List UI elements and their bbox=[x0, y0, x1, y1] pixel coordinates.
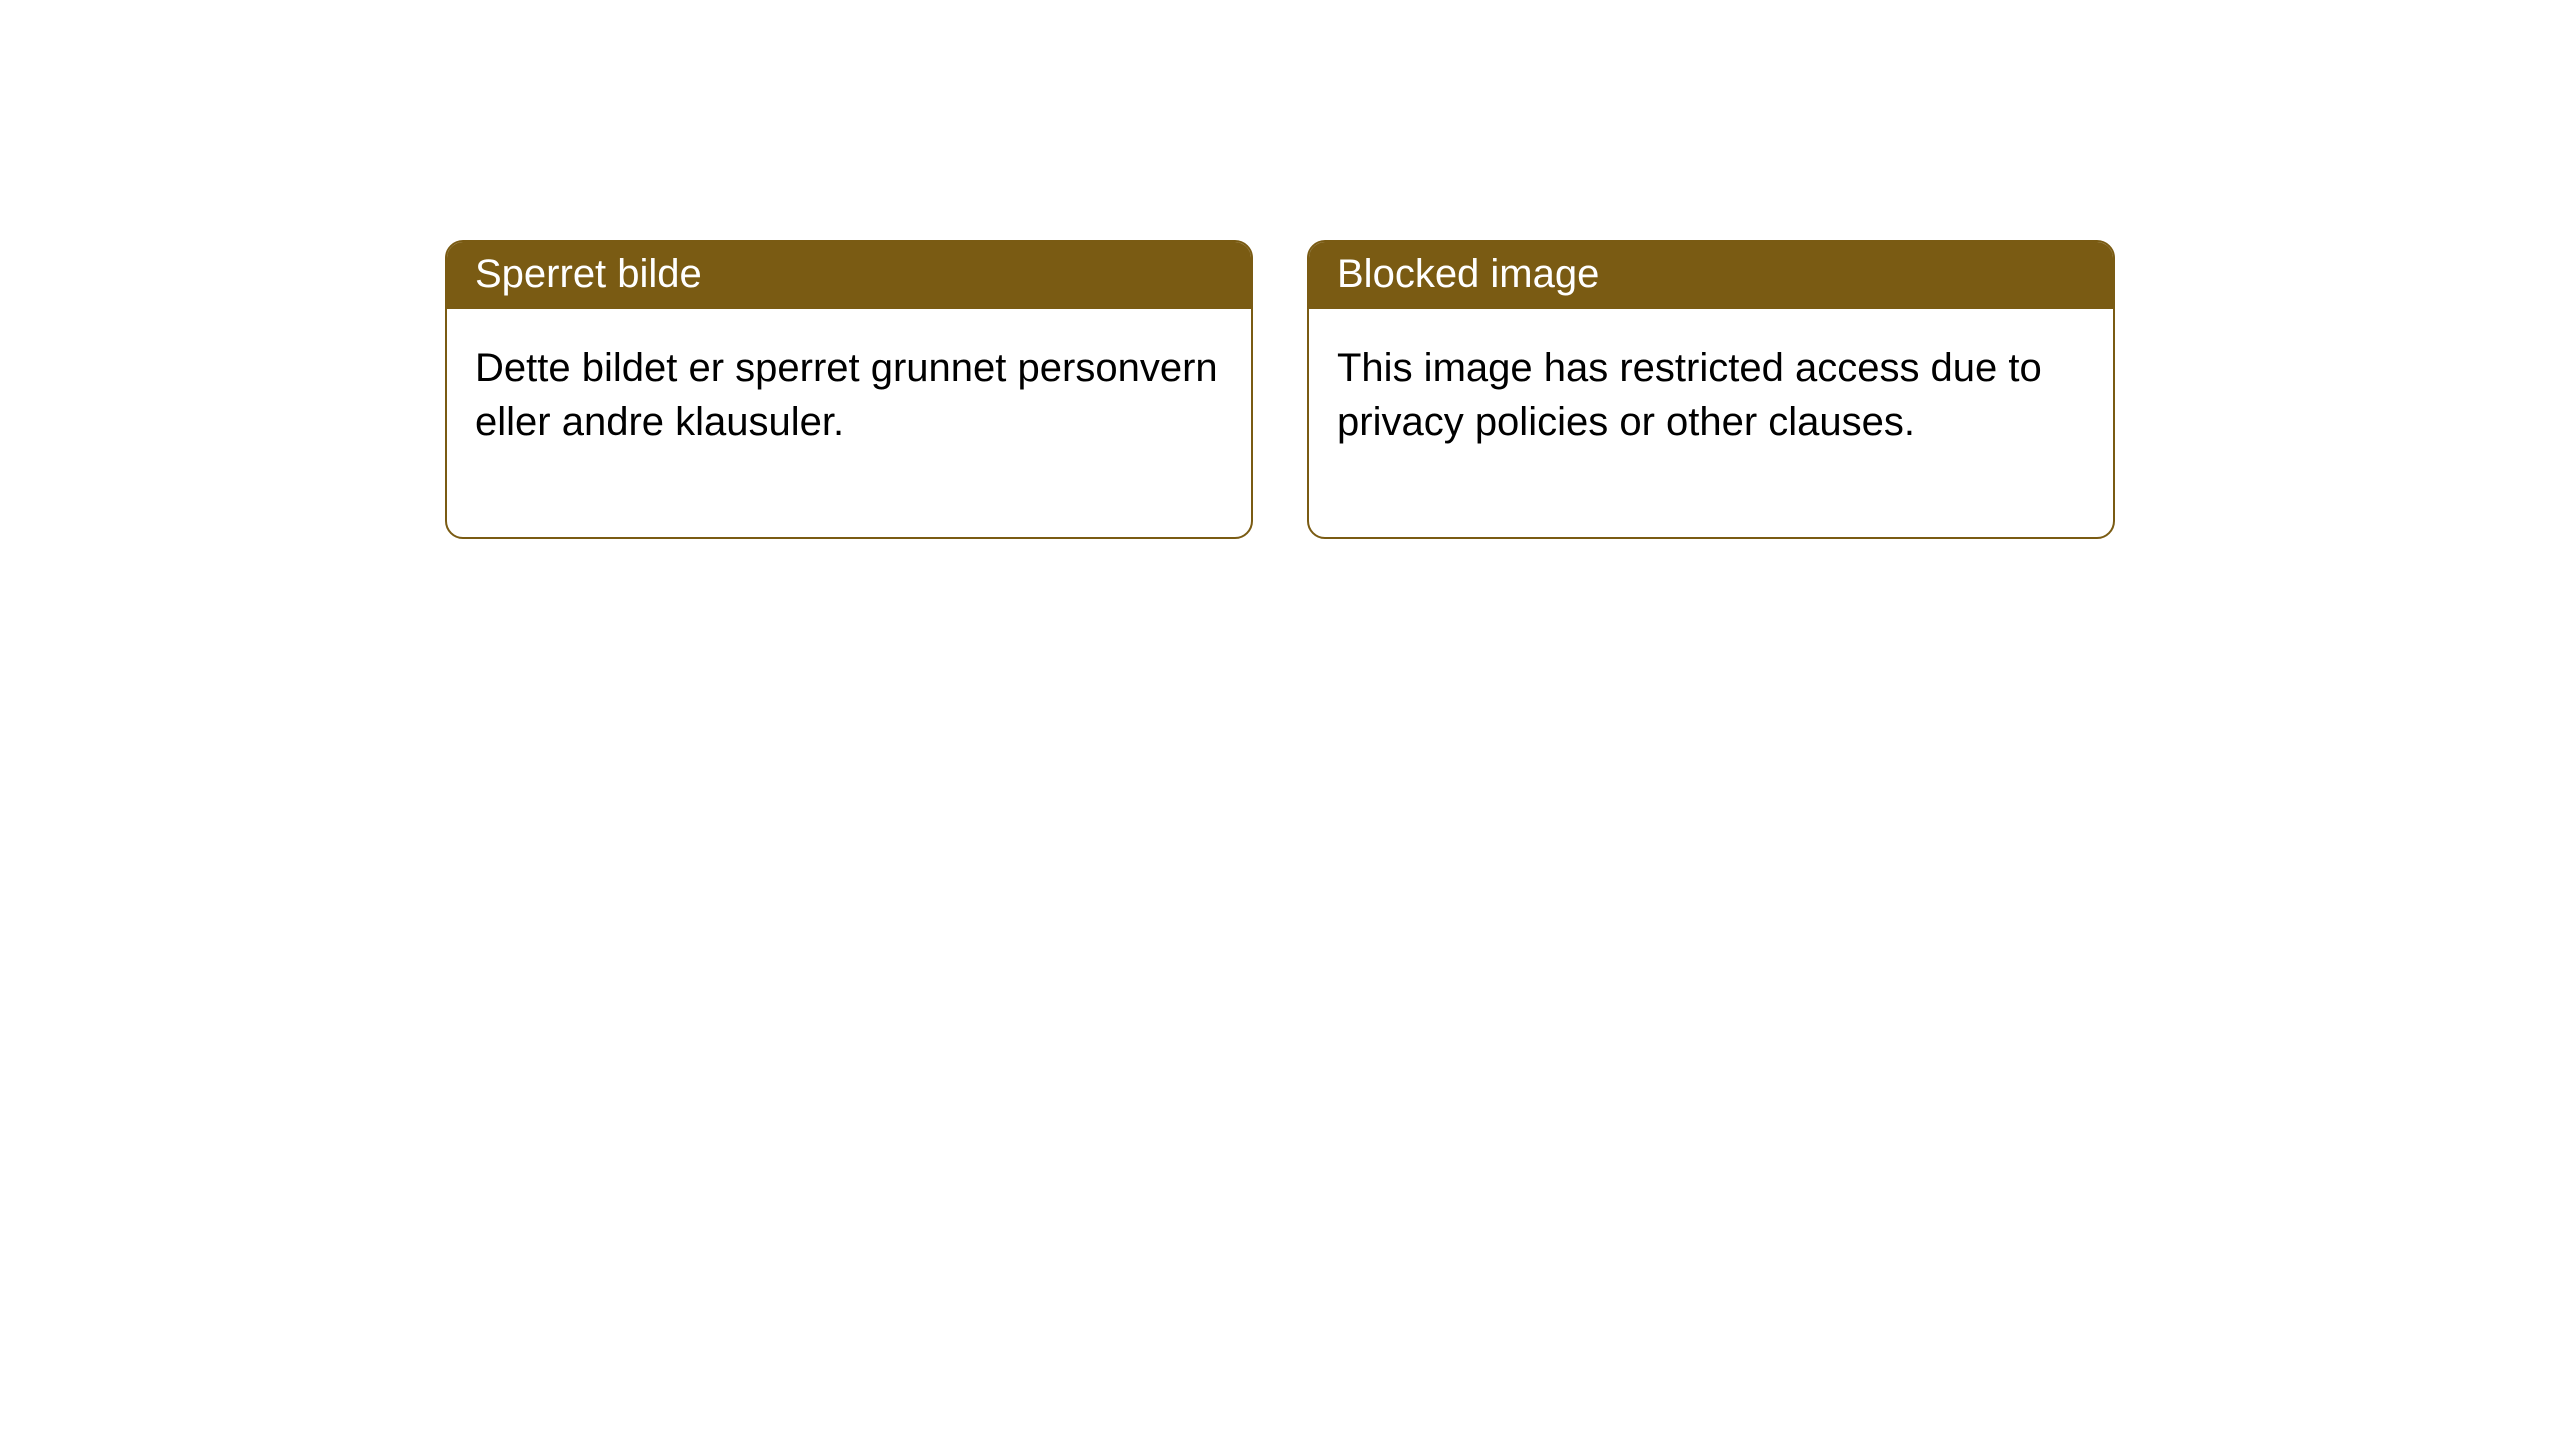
card-header: Blocked image bbox=[1309, 242, 2113, 309]
card-body-text: This image has restricted access due to … bbox=[1337, 346, 2042, 444]
cards-container: Sperret bilde Dette bildet er sperret gr… bbox=[0, 240, 2560, 539]
card-title: Sperret bilde bbox=[475, 252, 702, 296]
card-body-text: Dette bildet er sperret grunnet personve… bbox=[475, 346, 1218, 444]
notice-card-english: Blocked image This image has restricted … bbox=[1307, 240, 2115, 539]
card-title: Blocked image bbox=[1337, 252, 1599, 296]
notice-card-norwegian: Sperret bilde Dette bildet er sperret gr… bbox=[445, 240, 1253, 539]
card-header: Sperret bilde bbox=[447, 242, 1251, 309]
card-body: This image has restricted access due to … bbox=[1309, 309, 2113, 537]
card-body: Dette bildet er sperret grunnet personve… bbox=[447, 309, 1251, 537]
